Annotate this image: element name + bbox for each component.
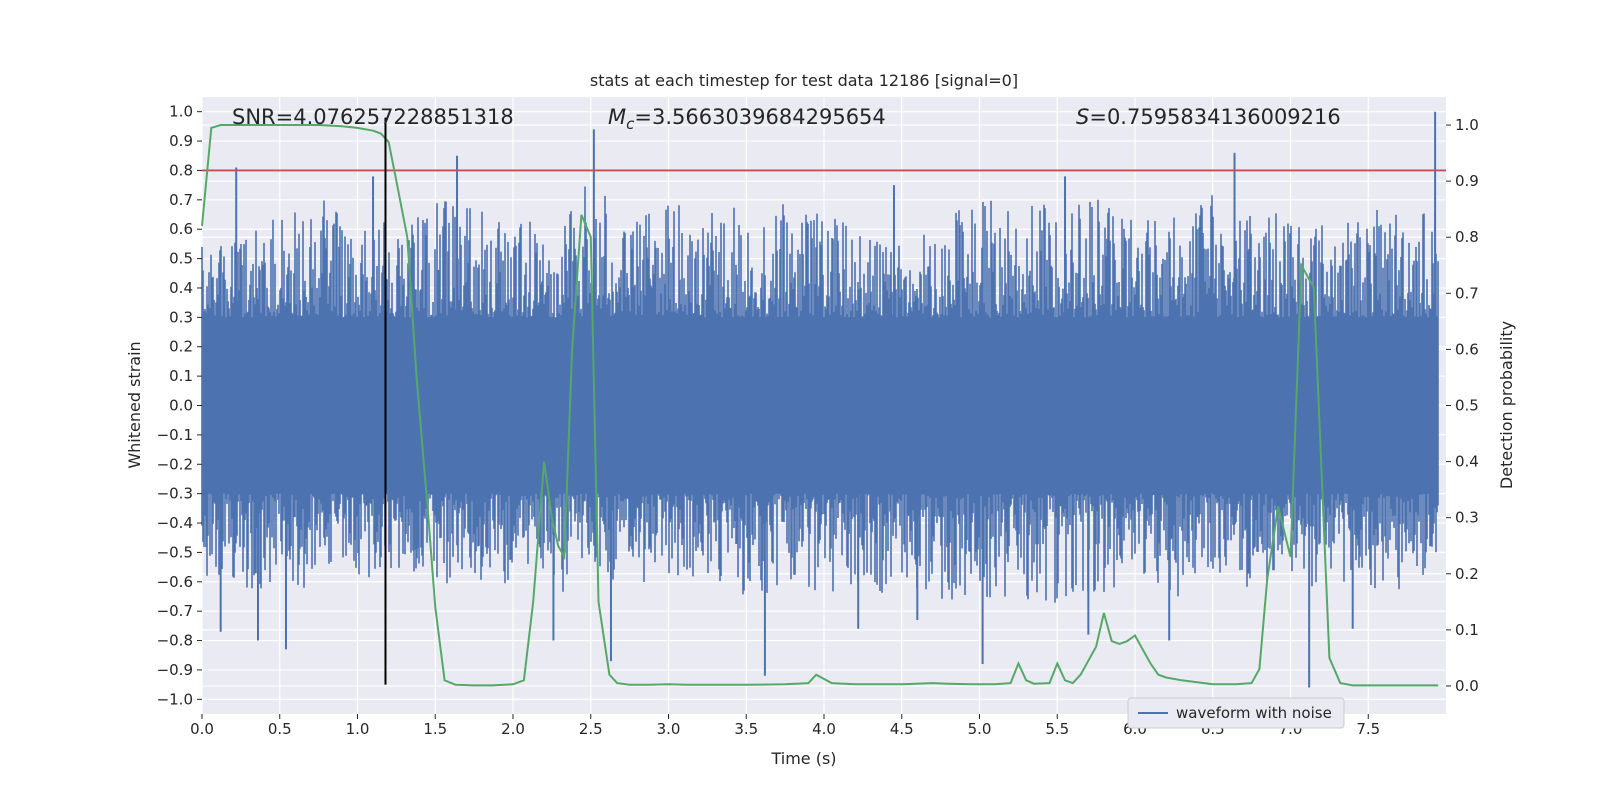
y-left-tick-label: −0.1	[157, 426, 193, 444]
x-tick-label: 1.0	[346, 720, 370, 738]
x-tick-label: 1.5	[423, 720, 447, 738]
score-annotation: S=0.7595834136009216	[1076, 105, 1341, 129]
detection-probability-line	[201, 124, 1439, 687]
legend: waveform with noise	[1127, 697, 1345, 729]
y-left-tick-label: −1.0	[157, 690, 193, 708]
x-tick-label: 5.0	[968, 720, 992, 738]
x-tick-label: 3.5	[734, 720, 758, 738]
y-left-tick-label: 0.8	[169, 161, 193, 179]
y-right-tick-label: 0.7	[1455, 284, 1479, 302]
x-tick-label: 5.5	[1045, 720, 1069, 738]
chirp-mass-annotation: Mc=3.5663039684295654	[608, 105, 886, 133]
y-right-tick-label: 0.9	[1455, 172, 1479, 190]
y-right-tick-label: 0.0	[1455, 677, 1479, 695]
x-tick-label: 4.0	[812, 720, 836, 738]
x-tick-label: 3.0	[657, 720, 681, 738]
y-right-tick-label: 0.1	[1455, 621, 1479, 639]
snr-annotation: SNR=4.076257228851318	[232, 105, 514, 129]
y-left-tick-label: −0.3	[157, 485, 193, 503]
legend-label-waveform: waveform with noise	[1176, 704, 1332, 722]
x-axis-title: Time (s)	[770, 749, 836, 768]
y-right-tick-label: 0.3	[1455, 509, 1479, 527]
y-right-tick-label: 1.0	[1455, 116, 1479, 134]
y-right-tick-label: 0.2	[1455, 565, 1479, 583]
waveform-series	[201, 111, 1439, 688]
x-tick-label: 2.5	[579, 720, 603, 738]
y-left-tick-label: −0.8	[157, 632, 193, 650]
x-tick-label: 0.0	[190, 720, 214, 738]
y-left-tick-label: 0.1	[169, 367, 193, 385]
legend-box	[1127, 697, 1345, 729]
y-left-axis-ticks: 1.0 0.9 0.8 0.7 0.6 0.5 0.4 0.3 0.2 0.1 0.0 −0.1 −0.…	[157, 103, 202, 708]
y-left-tick-label: 0.2	[169, 338, 193, 356]
x-axis-ticks: 0.0 0.5 1.0 1.5 2.0 2.5 3.0 3.5 4.0 4.5 5.0 5.5 6.0 6…	[190, 714, 1380, 738]
chirp-mass-subscript: c	[626, 115, 635, 133]
y-right-tick-label: 0.6	[1455, 340, 1479, 358]
detection-probability-series	[201, 124, 1439, 687]
y-left-tick-label: 0.0	[169, 397, 193, 415]
y-right-tick-label: 0.5	[1455, 397, 1479, 415]
x-tick-label: 0.5	[268, 720, 292, 738]
chart-title: stats at each timestep for test data 121…	[590, 71, 1018, 90]
y-left-tick-label: −0.2	[157, 455, 193, 473]
y-left-tick-label: 0.4	[169, 279, 193, 297]
y-left-tick-label: −0.4	[157, 514, 193, 532]
y-left-tick-label: 1.0	[169, 103, 193, 121]
y-left-tick-label: −0.6	[157, 573, 193, 591]
y-left-tick-label: −0.7	[157, 602, 193, 620]
y-right-axis-ticks: 1.0 0.9 0.8 0.7 0.6 0.5 0.4 0.3 0.2 0.1 0.0	[1446, 116, 1479, 695]
x-tick-label: 2.0	[501, 720, 525, 738]
x-tick-label: 7.5	[1356, 720, 1380, 738]
y-left-tick-label: 0.9	[169, 132, 193, 150]
y-left-axis-title: Whitened strain	[125, 341, 144, 468]
y-left-tick-label: −0.5	[157, 543, 193, 561]
waveform-noise	[201, 186, 1439, 603]
y-left-tick-label: 0.7	[169, 191, 193, 209]
y-left-tick-label: 0.3	[169, 308, 193, 326]
chirp-mass-symbol: M	[608, 105, 626, 129]
score-symbol: S	[1076, 105, 1089, 129]
score-value: =0.7595834136009216	[1089, 105, 1340, 129]
y-left-tick-label: −0.9	[157, 661, 193, 679]
y-right-tick-label: 0.8	[1455, 228, 1479, 246]
y-left-tick-label: 0.5	[169, 250, 193, 268]
x-tick-label: 4.5	[890, 720, 914, 738]
y-right-tick-label: 0.4	[1455, 453, 1479, 471]
y-right-axis-title: Detection probability	[1497, 321, 1516, 489]
y-left-tick-label: 0.6	[169, 220, 193, 238]
chirp-mass-value: =3.5663039684295654	[634, 105, 885, 129]
